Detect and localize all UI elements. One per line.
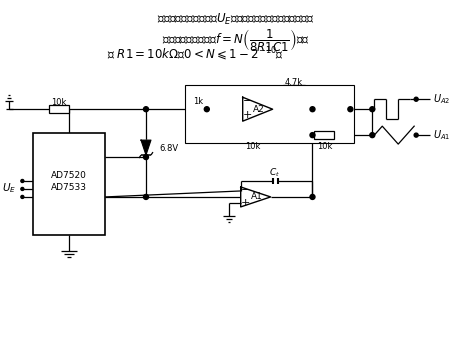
Text: 6.8V: 6.8V: [159, 144, 178, 152]
Text: $U_{A1}$: $U_{A1}$: [433, 128, 451, 142]
Text: AD7533: AD7533: [51, 184, 87, 192]
Text: −: −: [243, 96, 252, 106]
Text: $U_{A2}$: $U_{A2}$: [433, 92, 451, 106]
Text: $U_E$: $U_E$: [2, 181, 16, 195]
Text: +: +: [243, 110, 252, 120]
Circle shape: [310, 195, 315, 199]
Bar: [282, 85, 305, 93]
Text: $C_t$: $C_t$: [269, 167, 280, 179]
Circle shape: [370, 107, 375, 112]
Bar: [314, 131, 335, 139]
Text: A1: A1: [251, 192, 263, 202]
Circle shape: [143, 155, 149, 160]
Bar: [243, 131, 263, 139]
Circle shape: [310, 133, 315, 138]
Bar: [49, 105, 69, 113]
Circle shape: [414, 133, 418, 137]
Circle shape: [310, 107, 315, 112]
Circle shape: [143, 195, 149, 199]
Circle shape: [21, 196, 24, 198]
Circle shape: [348, 107, 353, 112]
Text: 10k: 10k: [317, 142, 332, 151]
Circle shape: [204, 107, 209, 112]
Polygon shape: [243, 97, 273, 121]
Text: AD7520: AD7520: [51, 170, 87, 180]
Text: −: −: [241, 185, 251, 195]
Text: 4.7k: 4.7k: [284, 78, 303, 87]
Text: A2: A2: [253, 105, 265, 114]
Text: 10k: 10k: [52, 98, 67, 107]
Text: 1k: 1k: [193, 97, 203, 106]
Text: 10k: 10k: [245, 142, 260, 151]
Bar: [189, 105, 207, 113]
Polygon shape: [141, 140, 151, 155]
Circle shape: [21, 187, 24, 191]
Circle shape: [414, 97, 418, 101]
Text: 里 $R1=10k\Omega$，$0<N\leqslant 1-2^{-10}$。: 里 $R1=10k\Omega$，$0<N\leqslant 1-2^{-10}…: [107, 46, 284, 63]
Bar: [185, 85, 354, 143]
Circle shape: [370, 133, 375, 138]
Circle shape: [21, 179, 24, 183]
Polygon shape: [241, 187, 271, 207]
Text: +: +: [241, 198, 251, 208]
Text: 根据输入控制数码信号$U_E$的不同，输出三角波和方波的频: 根据输入控制数码信号$U_E$的不同，输出三角波和方波的频: [157, 12, 314, 26]
Circle shape: [143, 107, 149, 112]
Text: 率也不同。振荡频率$f=N\left(\dfrac{1}{8R1C1}\right)$，这: 率也不同。振荡频率$f=N\left(\dfrac{1}{8R1C1}\righ…: [162, 28, 310, 53]
Bar: [33, 133, 105, 235]
